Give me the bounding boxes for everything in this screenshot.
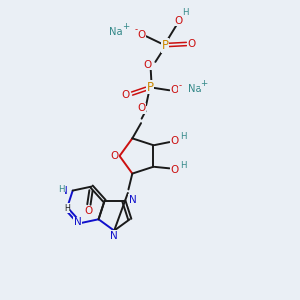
Text: +: +: [122, 22, 130, 31]
Text: H: H: [180, 132, 186, 141]
Text: O: O: [137, 30, 145, 40]
Text: O: O: [122, 90, 130, 100]
Text: O: O: [171, 165, 179, 175]
Text: N: N: [61, 186, 68, 196]
Text: N: N: [110, 231, 117, 241]
Text: H: H: [183, 8, 189, 17]
Text: N: N: [74, 218, 81, 227]
Text: P: P: [146, 81, 154, 94]
Text: P: P: [161, 39, 168, 52]
Text: Na: Na: [110, 27, 123, 37]
Text: -: -: [178, 81, 182, 90]
Text: +: +: [200, 79, 207, 88]
Text: H: H: [58, 185, 64, 194]
Text: O: O: [143, 60, 151, 70]
Text: O: O: [170, 85, 178, 95]
Text: O: O: [137, 103, 145, 113]
Text: H: H: [64, 203, 70, 212]
Text: Na: Na: [188, 84, 202, 94]
Text: O: O: [85, 206, 93, 216]
Text: O: O: [174, 16, 182, 26]
Text: O: O: [110, 151, 118, 161]
Text: N: N: [129, 195, 136, 205]
Text: O: O: [171, 136, 179, 146]
Text: -: -: [134, 25, 137, 34]
Text: H: H: [180, 161, 186, 170]
Text: O: O: [188, 39, 196, 49]
